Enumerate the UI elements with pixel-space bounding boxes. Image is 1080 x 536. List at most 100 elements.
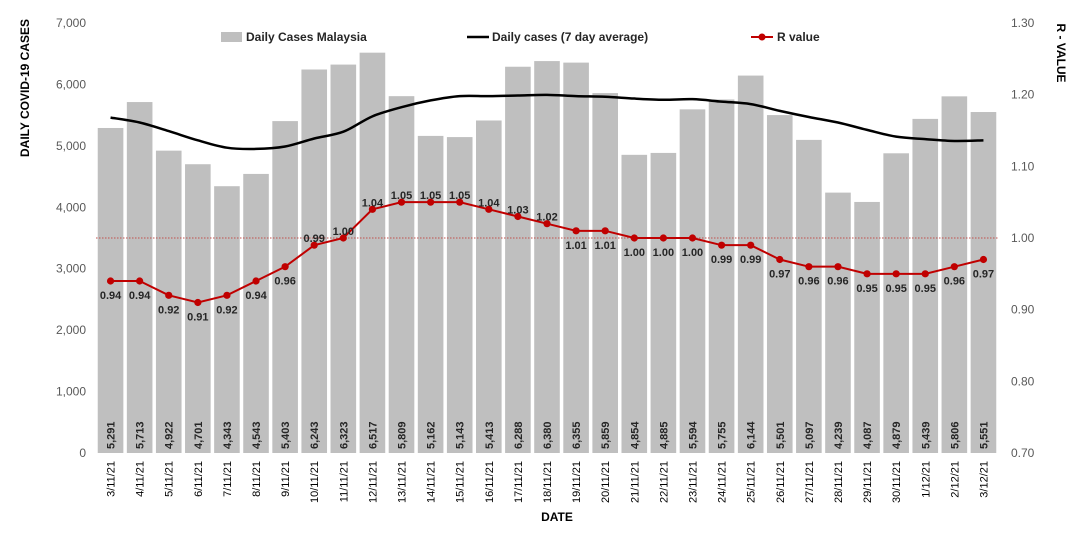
bar bbox=[592, 93, 618, 453]
x-tick-label: 29/11/21 bbox=[862, 461, 874, 503]
x-tick-label: 4/11/21 bbox=[135, 461, 147, 497]
bar-value-label: 6,323 bbox=[338, 421, 350, 449]
bar bbox=[330, 64, 357, 453]
y2-tick-label: 1.10 bbox=[1011, 159, 1035, 173]
r-marker bbox=[717, 241, 726, 249]
bar-value-label: 6,355 bbox=[571, 421, 583, 449]
r-marker bbox=[747, 241, 755, 249]
y2-tick-label: 1.20 bbox=[1011, 88, 1035, 102]
r-value-label: 0.99 bbox=[740, 254, 761, 266]
r-marker bbox=[485, 205, 493, 213]
bar bbox=[650, 152, 677, 453]
legend-label-avg: Daily cases (7 day average) bbox=[492, 30, 648, 44]
r-value-label: 0.92 bbox=[216, 304, 237, 316]
y-tick-label: 4,000 bbox=[56, 200, 86, 214]
y-tick-label: 0 bbox=[79, 446, 86, 460]
bar bbox=[155, 150, 182, 454]
x-tick-label: 5/11/21 bbox=[164, 461, 176, 497]
x-tick-label: 6/11/21 bbox=[193, 461, 205, 497]
r-value-label: 1.05 bbox=[420, 190, 441, 202]
x-tick-label: 13/11/21 bbox=[397, 461, 409, 503]
y2-tick-label: 0.80 bbox=[1011, 374, 1035, 388]
y-tick-label: 3,000 bbox=[56, 262, 86, 276]
r-value-label: 0.99 bbox=[711, 254, 732, 266]
bar-value-label: 6,144 bbox=[746, 421, 758, 449]
x-tick-label: 27/11/21 bbox=[804, 461, 816, 503]
bar bbox=[912, 118, 939, 453]
bar bbox=[970, 112, 997, 453]
x-tick-label: 25/11/21 bbox=[746, 461, 758, 503]
bar-value-label: 6,288 bbox=[513, 421, 525, 449]
r-marker bbox=[950, 263, 958, 271]
legend-swatch-r-marker bbox=[758, 33, 766, 41]
bar bbox=[476, 120, 502, 453]
r-marker bbox=[368, 205, 377, 213]
bar-value-label: 5,403 bbox=[280, 421, 292, 449]
bar-value-label: 4,922 bbox=[164, 421, 176, 449]
y-tick-label: 7,000 bbox=[56, 16, 86, 30]
bar-value-label: 5,809 bbox=[397, 421, 409, 449]
r-marker bbox=[921, 270, 929, 278]
r-value-label: 0.97 bbox=[973, 269, 994, 281]
x-tick-label: 11/11/21 bbox=[338, 461, 350, 502]
bar bbox=[505, 66, 531, 453]
bar-value-label: 5,413 bbox=[484, 421, 496, 449]
y-tick-label: 6,000 bbox=[56, 77, 86, 91]
r-marker bbox=[892, 270, 900, 278]
bar-value-label: 4,543 bbox=[251, 421, 263, 449]
r-marker bbox=[688, 234, 697, 242]
bar bbox=[301, 69, 328, 453]
bar-value-label: 5,713 bbox=[135, 421, 147, 449]
r-value-label: 0.91 bbox=[187, 312, 208, 324]
x-tick-label: 26/11/21 bbox=[775, 461, 787, 503]
y2-axis-ticks: 0.70 0.80 0.90 1.00 1.10 1.20 1.30 bbox=[1011, 16, 1035, 460]
bar bbox=[417, 135, 444, 454]
x-tick-label: 24/11/21 bbox=[717, 461, 729, 503]
x-tick-label: 14/11/21 bbox=[426, 461, 438, 503]
r-value-label: 1.01 bbox=[565, 240, 586, 252]
r-marker bbox=[165, 291, 173, 299]
y2-tick-label: 1.00 bbox=[1011, 231, 1035, 245]
bar bbox=[563, 62, 589, 453]
r-marker bbox=[456, 198, 464, 206]
r-value-label: 1.00 bbox=[624, 247, 645, 259]
bar-value-label: 5,143 bbox=[455, 421, 467, 449]
r-value-label: 1.01 bbox=[594, 240, 615, 252]
bar bbox=[766, 115, 793, 454]
r-value-label: 1.02 bbox=[536, 212, 557, 224]
legend-label-r: R value bbox=[777, 30, 820, 44]
bar-value-label: 5,439 bbox=[920, 421, 932, 449]
bar-value-labels: 5,291 5,713 4,922 4,701 4,343 4,543 5,403 6,243… bbox=[106, 421, 991, 449]
bar bbox=[272, 121, 298, 453]
bar bbox=[243, 173, 269, 453]
avg-series-line bbox=[110, 93, 984, 151]
bar bbox=[534, 61, 560, 453]
bar bbox=[854, 201, 880, 453]
y2-tick-label: 0.90 bbox=[1011, 303, 1035, 317]
r-series-markers bbox=[106, 198, 988, 307]
bar-series bbox=[97, 52, 997, 454]
bar-value-label: 5,551 bbox=[978, 421, 990, 449]
r-value-label: 0.94 bbox=[129, 290, 151, 302]
bar bbox=[97, 127, 124, 453]
r-marker bbox=[223, 291, 231, 299]
r-marker bbox=[805, 263, 813, 271]
y2-tick-label: 0.70 bbox=[1011, 446, 1035, 460]
r-value-label: 0.96 bbox=[827, 276, 848, 288]
bar bbox=[708, 99, 735, 453]
bar bbox=[883, 153, 909, 454]
r-marker bbox=[659, 234, 667, 242]
bar-value-label: 4,343 bbox=[222, 421, 234, 449]
r-marker bbox=[136, 277, 144, 285]
bar-value-label: 4,854 bbox=[629, 421, 641, 449]
r-value-label: 0.94 bbox=[245, 290, 267, 302]
x-tick-label: 15/11/21 bbox=[455, 461, 467, 503]
r-value-label: 0.97 bbox=[769, 269, 790, 281]
r-marker bbox=[397, 198, 406, 206]
r-value-label: 1.04 bbox=[362, 197, 384, 209]
x-tick-label: 18/11/21 bbox=[542, 461, 554, 503]
r-marker bbox=[979, 255, 988, 264]
r-marker bbox=[281, 263, 289, 271]
r-marker bbox=[776, 255, 784, 264]
r-value-label: 0.96 bbox=[798, 276, 819, 288]
